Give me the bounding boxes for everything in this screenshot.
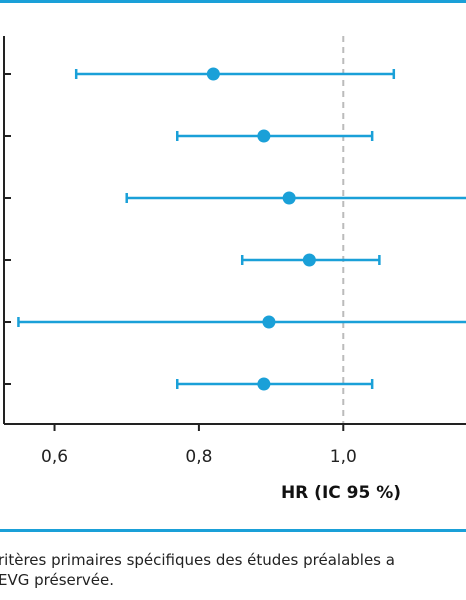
- x-tick-label: 0,6: [41, 447, 68, 467]
- footnote-line-1: ritères primaires spécifiques des études…: [0, 551, 395, 569]
- x-axis-title: HR (IC 95 %): [281, 483, 401, 503]
- y-ticks: [4, 73, 11, 385]
- hr-point: [262, 315, 276, 329]
- hr-point: [282, 191, 296, 205]
- x-tick-label: 1,0: [330, 447, 357, 467]
- x-ticks: 0,6 0,8 1,0: [41, 424, 357, 467]
- hr-point: [206, 67, 220, 81]
- hr-point: [257, 129, 271, 143]
- estimates: [17, 67, 466, 391]
- footnote: ritères primaires spécifiques des études…: [0, 550, 466, 590]
- bottom-rule: [0, 529, 466, 532]
- x-tick-label: 0,8: [185, 447, 212, 467]
- top-rule: [0, 0, 466, 3]
- forest-plot: 0,6 0,8 1,0 HR (IC 95 %): [3, 36, 466, 503]
- hr-point: [302, 253, 316, 267]
- hr-point: [257, 377, 271, 391]
- footnote-line-2: EVG préservée.: [0, 571, 115, 589]
